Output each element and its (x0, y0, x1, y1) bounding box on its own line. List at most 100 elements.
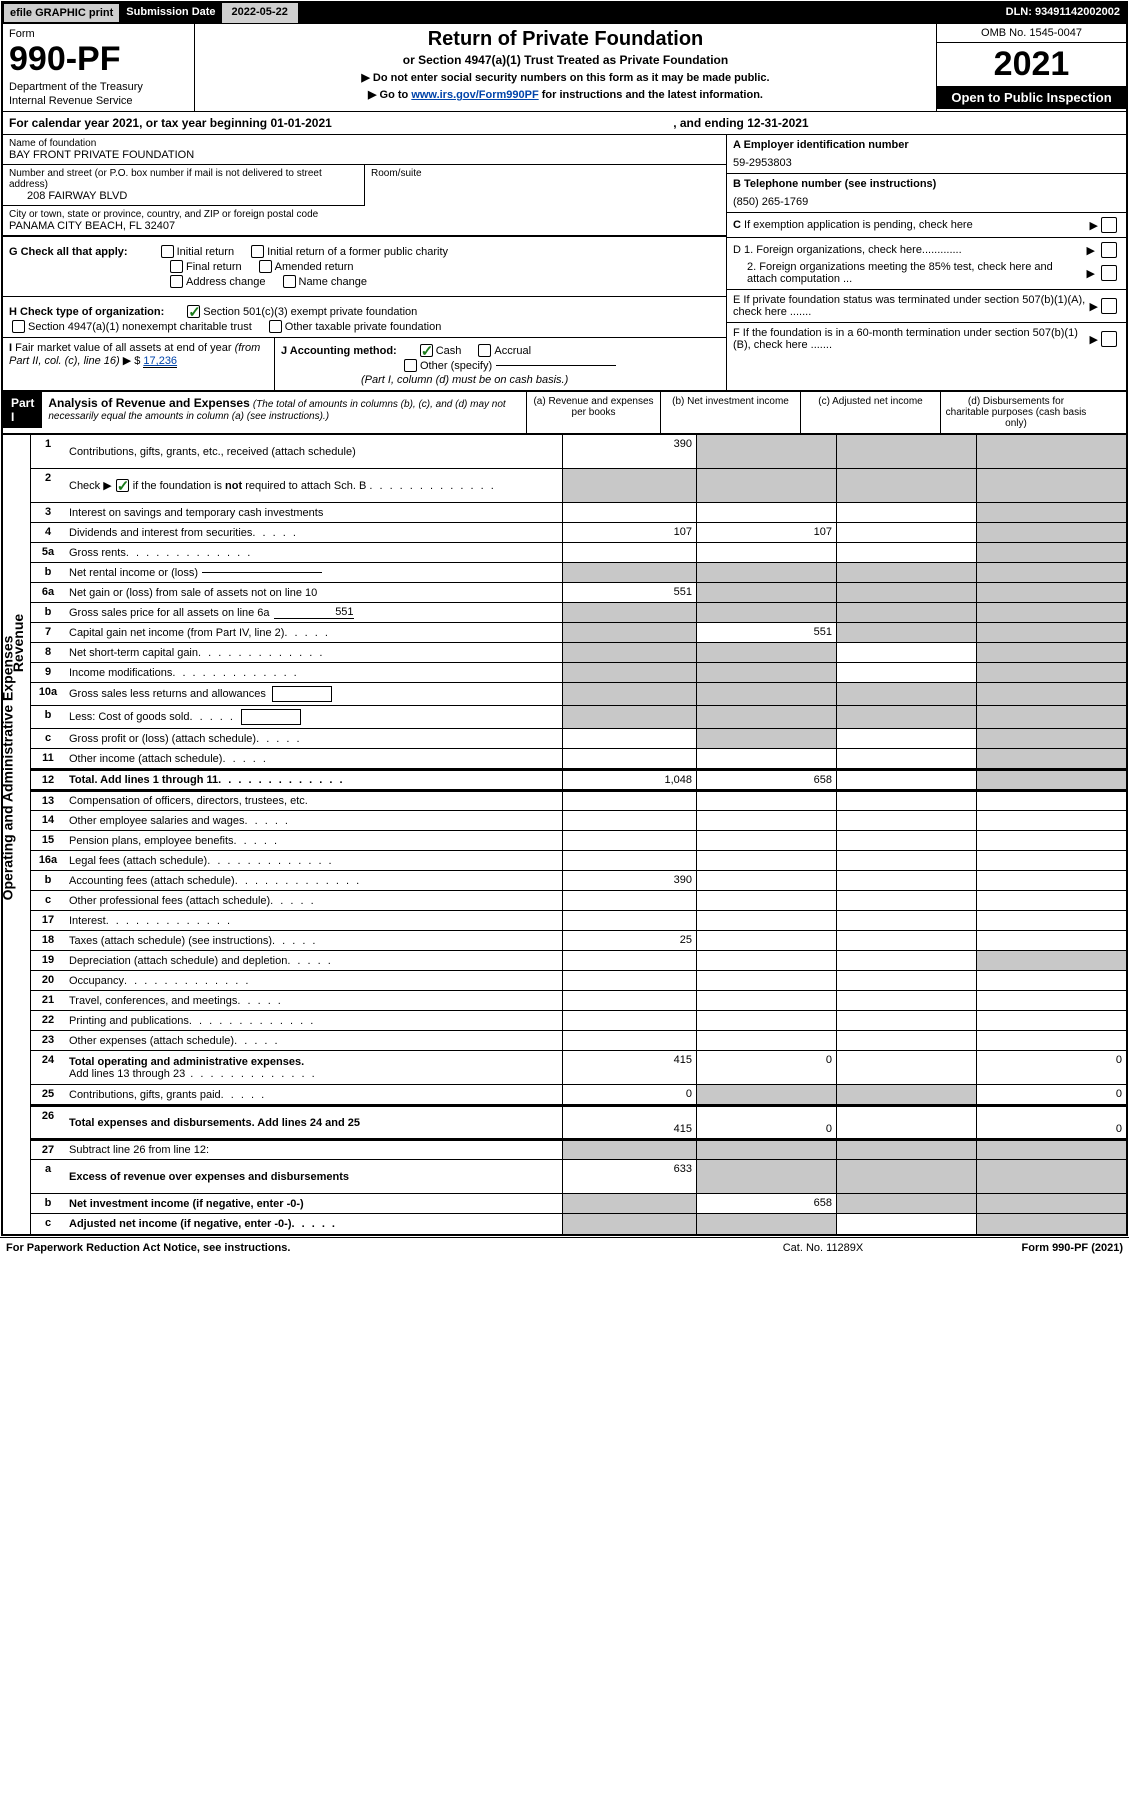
cell-d (976, 623, 1126, 642)
line-desc: Subtract line 26 from line 12: (65, 1141, 562, 1159)
cell-b (696, 503, 836, 522)
form-subtitle: or Section 4947(a)(1) Trust Treated as P… (205, 53, 926, 67)
cell-d (976, 831, 1126, 850)
line-desc: Contributions, gifts, grants, etc., rece… (65, 435, 562, 468)
line-num: 23 (31, 1031, 65, 1050)
line-num: 9 (31, 663, 65, 682)
checkbox-f[interactable] (1101, 331, 1117, 347)
top-bar: efile GRAPHIC print Submission Date 2022… (3, 3, 1126, 23)
cell-b (696, 831, 836, 850)
line-num: c (31, 1214, 65, 1234)
cell-a: 415 (562, 1107, 696, 1138)
line-num: c (31, 891, 65, 910)
cell-c (836, 1031, 976, 1050)
form-note-url: ▶ Go to www.irs.gov/Form990PF for instru… (205, 88, 926, 101)
g-opt-4: Amended return (275, 261, 354, 273)
row-24: 24 Total operating and administrative ex… (31, 1051, 1126, 1085)
checkbox-initial-former[interactable] (251, 245, 264, 258)
form-id-block: Form 990-PF Department of the Treasury I… (3, 24, 195, 111)
checkbox-amended[interactable] (259, 260, 272, 273)
checkbox-name-change[interactable] (283, 275, 296, 288)
line-desc: Gross sales price for all assets on line… (65, 603, 562, 622)
phone-cell: B Telephone number (see instructions) (8… (727, 174, 1126, 213)
line-desc: Net investment income (if negative, ente… (65, 1194, 562, 1213)
row-17: 17 Interest (31, 911, 1126, 931)
cell-c (836, 543, 976, 562)
cell-b (696, 1160, 836, 1193)
checkbox-sch-b[interactable] (116, 479, 129, 492)
d1-label: D 1. Foreign organizations, check here..… (733, 244, 1084, 256)
line-desc: Travel, conferences, and meetings (65, 991, 562, 1010)
cell-c (836, 771, 976, 789)
form-year-block: OMB No. 1545-0047 2021 Open to Public In… (936, 24, 1126, 111)
line-num: 17 (31, 911, 65, 930)
checkbox-address-change[interactable] (170, 275, 183, 288)
part1-desc: Analysis of Revenue and Expenses (The to… (42, 392, 526, 426)
form-page: efile GRAPHIC print Submission Date 2022… (1, 1, 1128, 1236)
col-d-header: (d) Disbursements for charitable purpose… (941, 392, 1091, 433)
entity-left: Name of foundation BAY FRONT PRIVATE FOU… (3, 135, 726, 390)
checkbox-e[interactable] (1101, 298, 1117, 314)
checkbox-cash[interactable] (420, 344, 433, 357)
cell-b: 0 (696, 1107, 836, 1138)
efile-print-button[interactable]: efile GRAPHIC print (3, 3, 120, 23)
checkbox-c-pending[interactable] (1101, 217, 1117, 233)
cell-a (562, 729, 696, 748)
checkbox-d2[interactable] (1101, 265, 1117, 281)
i-value-link[interactable]: 17,236 (143, 355, 177, 368)
irs-link[interactable]: www.irs.gov/Form990PF (411, 89, 538, 101)
cell-b (696, 729, 836, 748)
checkbox-final-return[interactable] (170, 260, 183, 273)
cell-a (562, 663, 696, 682)
row-19: 19 Depreciation (attach schedule) and de… (31, 951, 1126, 971)
col-a-header: (a) Revenue and expenses per books (527, 392, 661, 433)
row-3: 3 Interest on savings and temporary cash… (31, 503, 1126, 523)
cell-d (976, 503, 1126, 522)
submission-date-label: Submission Date (120, 3, 221, 23)
cell-a: 25 (562, 931, 696, 950)
cell-c (836, 643, 976, 662)
line-num: 12 (31, 771, 65, 789)
line-desc: Interest (65, 911, 562, 930)
cell-d (976, 1011, 1126, 1030)
box (241, 709, 301, 725)
row-23: 23 Other expenses (attach schedule) (31, 1031, 1126, 1051)
cell-b (696, 971, 836, 990)
section-i: I Fair market value of all assets at end… (3, 338, 275, 390)
cell-c (836, 503, 976, 522)
r2-post: if the foundation is not required to att… (133, 480, 496, 492)
j-note: (Part I, column (d) must be on cash basi… (281, 374, 720, 386)
checkbox-501c3[interactable] (187, 305, 200, 318)
cell-c (836, 683, 976, 705)
e-terminated-cell: E If private foundation status was termi… (727, 290, 1126, 323)
line-num: 6a (31, 583, 65, 602)
r6b-value: 551 (274, 606, 354, 619)
cell-b (696, 643, 836, 662)
line-desc: Gross sales less returns and allowances (65, 683, 562, 705)
checkbox-other-method[interactable] (404, 359, 417, 372)
line-num: 4 (31, 523, 65, 542)
checkbox-d1[interactable] (1101, 242, 1117, 258)
table-rows: 1 Contributions, gifts, grants, etc., re… (31, 435, 1126, 1234)
checkbox-4947a1[interactable] (12, 320, 25, 333)
line-num: 16a (31, 851, 65, 870)
checkbox-other-taxable[interactable] (269, 320, 282, 333)
row-8: 8 Net short-term capital gain (31, 643, 1126, 663)
line-num: 10a (31, 683, 65, 705)
page-footer: For Paperwork Reduction Act Notice, see … (0, 1237, 1129, 1258)
cell-c (836, 663, 976, 682)
city-value: PANAMA CITY BEACH, FL 32407 (9, 220, 720, 232)
cell-c (836, 951, 976, 970)
line-desc: Taxes (attach schedule) (see instruction… (65, 931, 562, 950)
checkbox-accrual[interactable] (478, 344, 491, 357)
cell-d (976, 971, 1126, 990)
cell-d (976, 563, 1126, 582)
street-cell: Number and street (or P.O. box number if… (3, 165, 364, 206)
cell-c (836, 1011, 976, 1030)
city-cell: City or town, state or province, country… (3, 206, 726, 236)
line-desc: Other employee salaries and wages (65, 811, 562, 830)
checkbox-initial-return[interactable] (161, 245, 174, 258)
cell-c (836, 851, 976, 870)
cal-year-begin: For calendar year 2021, or tax year begi… (9, 116, 332, 130)
cell-a (562, 503, 696, 522)
